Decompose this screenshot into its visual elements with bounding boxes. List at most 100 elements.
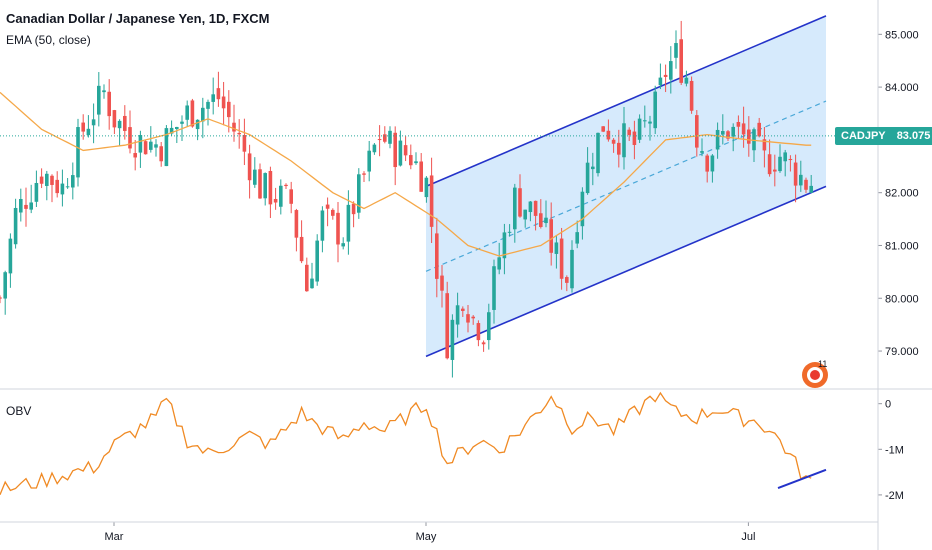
candle-body	[591, 166, 595, 170]
candle-body	[788, 158, 793, 161]
time-tick-label: May	[416, 531, 437, 543]
candle-body	[695, 115, 699, 148]
candle-body	[3, 272, 7, 299]
price-axis: 79.00080.00081.00082.00083.00084.00085.0…	[878, 29, 919, 358]
candle-body	[0, 297, 2, 299]
candle-body	[736, 122, 741, 127]
price-tick-label: 82.000	[885, 188, 919, 200]
candle-body	[523, 209, 527, 220]
last-price-value: 83.075	[896, 129, 931, 142]
candle-body	[128, 127, 132, 149]
candle-body	[227, 101, 231, 118]
price-tick-label: 85.000	[885, 29, 919, 41]
candle-body	[715, 129, 720, 150]
price-tick-label: 80.000	[885, 293, 919, 305]
candle-body	[39, 176, 44, 184]
candle-body	[643, 120, 647, 122]
candle-body	[294, 210, 299, 238]
candle-body	[258, 169, 262, 199]
candle-body	[19, 198, 23, 213]
candle-body	[606, 130, 611, 140]
candle-body	[450, 319, 455, 360]
obv-tick-label: -2M	[885, 490, 904, 502]
candle-body	[502, 232, 507, 259]
candle-body	[164, 128, 169, 167]
candle-body	[253, 169, 257, 185]
regression-channel[interactable]	[425, 15, 827, 358]
candle-body	[533, 200, 538, 216]
candle-body	[445, 293, 449, 359]
candle-body	[424, 177, 429, 198]
candle-body	[154, 144, 158, 148]
candle-body	[185, 105, 189, 120]
tradingview-logo-icon[interactable]: 11	[800, 358, 834, 390]
candle-body	[559, 238, 564, 279]
price-tick-label: 79.000	[885, 346, 919, 358]
candle-body	[320, 210, 325, 241]
candle-body	[627, 129, 631, 135]
candle-body	[107, 91, 111, 117]
candle-body	[783, 152, 787, 162]
candle-body	[76, 127, 80, 178]
candle-body	[804, 179, 808, 190]
candle-body	[310, 278, 314, 289]
candle-body	[242, 135, 247, 152]
candle-body	[497, 257, 501, 270]
candle-body	[762, 139, 767, 151]
candle-body	[585, 162, 590, 194]
candle-body	[653, 91, 657, 129]
candle-body	[398, 140, 403, 166]
candle-body	[97, 85, 101, 115]
candle-body	[617, 142, 621, 155]
candle-body	[799, 174, 803, 186]
candle-body	[689, 80, 694, 111]
candle-body	[289, 189, 293, 204]
candle-body	[91, 119, 96, 126]
candle-body	[466, 314, 470, 323]
obv-legend: OBV	[6, 404, 32, 418]
candle-body	[481, 342, 486, 345]
channel-lower-line	[425, 185, 827, 358]
candle-body	[336, 212, 340, 245]
candle-body	[195, 119, 200, 130]
candle-body	[632, 131, 637, 145]
candle-body	[726, 131, 730, 139]
candle-body	[565, 277, 569, 283]
symbol-label: CADJPY	[841, 129, 886, 142]
candle-body	[180, 121, 184, 124]
candle-body	[351, 203, 356, 215]
candle-body	[528, 201, 533, 213]
candle-body	[513, 187, 517, 230]
candle-body	[414, 161, 418, 164]
candle-body	[419, 161, 423, 192]
candle-body	[263, 173, 267, 199]
candle-body	[518, 188, 522, 217]
candle-body	[206, 101, 210, 109]
candle-body	[133, 153, 137, 158]
candle-body	[575, 232, 579, 244]
candle-body	[45, 173, 49, 186]
obv-trendline	[777, 468, 827, 490]
candle-body	[315, 240, 319, 282]
candle-body	[221, 96, 226, 109]
candle-body	[29, 202, 33, 210]
candle-body	[596, 132, 600, 174]
time-axis: MarMayJulSepNov2020Mar	[105, 522, 755, 543]
candle-body	[658, 77, 663, 86]
channel-upper-line	[425, 15, 827, 188]
candle-body	[81, 122, 85, 132]
candle-body	[611, 139, 616, 144]
candle-body	[637, 118, 642, 140]
candle-body	[570, 249, 574, 289]
candle-body	[24, 204, 28, 209]
candle-body	[60, 183, 65, 195]
candle-body	[429, 175, 434, 227]
last-price-badge: CADJPY 83.075	[835, 126, 932, 145]
obv-pane	[0, 391, 827, 495]
obv-tick-label: 0	[885, 399, 891, 411]
candle-body	[700, 151, 704, 153]
candle-body	[8, 238, 13, 274]
candle-body	[377, 139, 382, 141]
candle-body	[539, 213, 543, 227]
candle-body	[471, 316, 475, 319]
